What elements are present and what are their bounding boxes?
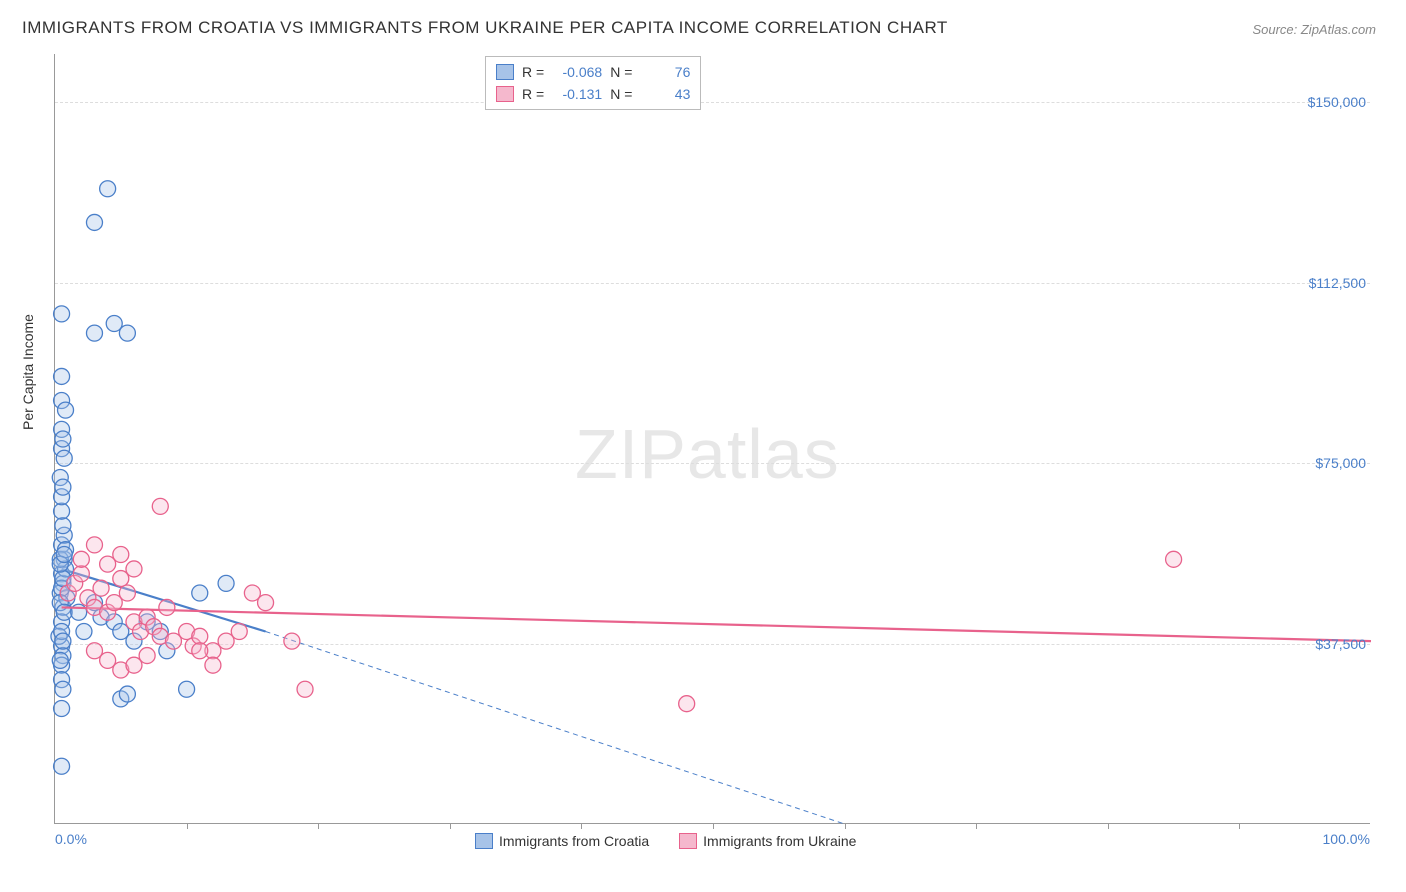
legend-series: Immigrants from Croatia Immigrants from … [475,833,856,849]
legend-stats-row-1: R = -0.131 N = 43 [496,83,690,105]
r-label: R = [522,83,544,105]
r-value-ukraine: -0.131 [552,83,602,105]
scatter-svg [55,54,1370,823]
plot-area: ZIPatlas R = -0.068 N = 76 R = -0.131 N … [54,54,1370,824]
legend-item-croatia: Immigrants from Croatia [475,833,649,849]
y-axis-label: Per Capita Income [20,314,36,430]
n-value-ukraine: 43 [640,83,690,105]
legend-label-croatia: Immigrants from Croatia [499,833,649,849]
n-value-croatia: 76 [640,61,690,83]
x-tick-min: 0.0% [55,831,87,847]
n-label: N = [610,61,632,83]
r-label: R = [522,61,544,83]
legend-stats: R = -0.068 N = 76 R = -0.131 N = 43 [485,56,701,110]
r-value-croatia: -0.068 [552,61,602,83]
legend-item-ukraine: Immigrants from Ukraine [679,833,856,849]
chart-title: IMMIGRANTS FROM CROATIA VS IMMIGRANTS FR… [22,18,948,38]
legend-swatch-croatia [496,64,514,80]
y-tick-label: $112,500 [1309,275,1376,291]
chart-container: IMMIGRANTS FROM CROATIA VS IMMIGRANTS FR… [10,10,1396,882]
y-tick-label: $150,000 [1308,94,1376,110]
legend-swatch-ukraine-icon [679,833,697,849]
x-tick-max: 100.0% [1323,831,1370,847]
legend-swatch-croatia-icon [475,833,493,849]
legend-label-ukraine: Immigrants from Ukraine [703,833,856,849]
n-label: N = [610,83,632,105]
y-tick-label: $37,500 [1315,636,1376,652]
source-label: Source: ZipAtlas.com [1252,22,1376,37]
y-tick-label: $75,000 [1315,455,1376,471]
legend-swatch-ukraine [496,86,514,102]
legend-stats-row-0: R = -0.068 N = 76 [496,61,690,83]
